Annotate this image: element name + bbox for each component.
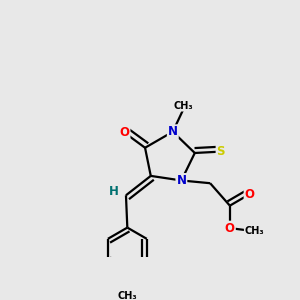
Text: O: O [119,126,130,139]
Text: S: S [217,145,225,158]
Text: CH₃: CH₃ [245,226,264,236]
Text: N: N [176,174,186,187]
Text: CH₃: CH₃ [118,291,137,300]
Text: O: O [244,188,255,201]
Text: H: H [109,185,118,198]
Text: O: O [225,222,235,235]
Text: CH₃: CH₃ [174,101,194,111]
Text: N: N [168,125,178,138]
